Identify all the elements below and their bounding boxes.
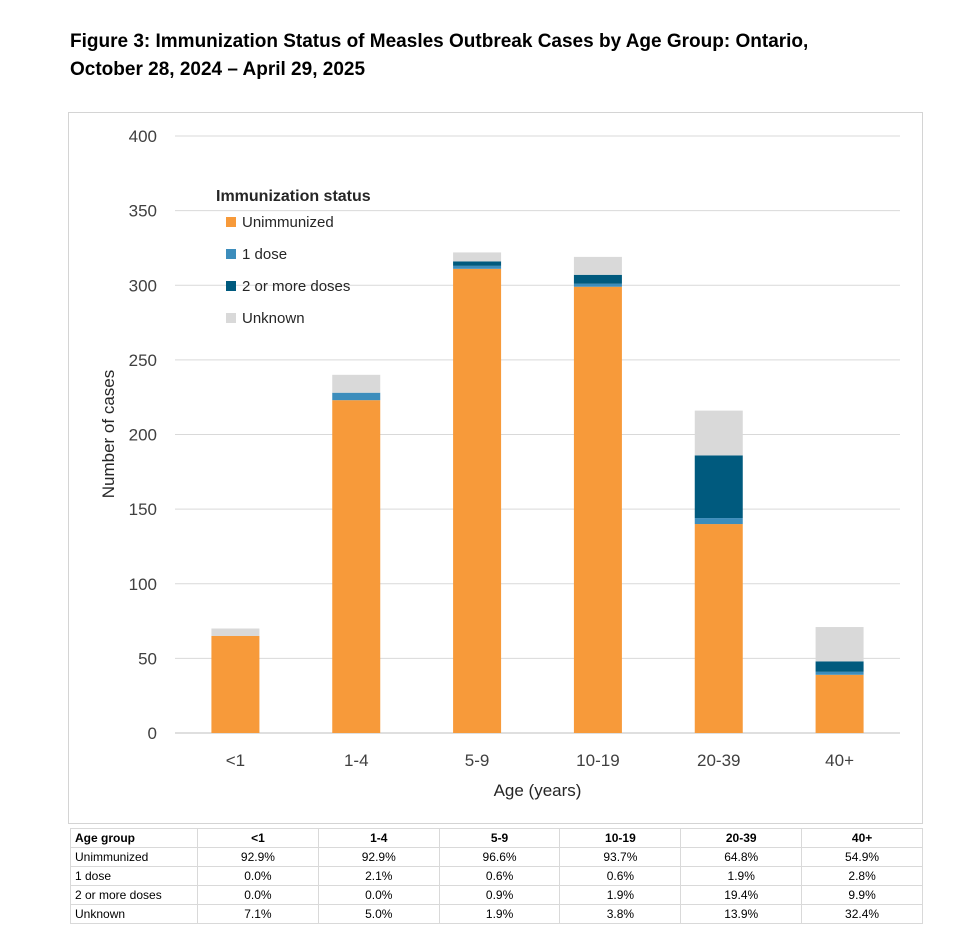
bar-segment <box>815 661 864 672</box>
y-tick-label: 100 <box>129 575 157 594</box>
table-cell: 0.6% <box>438 866 561 886</box>
table-cell: Unimmunized <box>70 847 198 867</box>
bar-segment <box>453 265 502 269</box>
bar-segment <box>694 524 743 733</box>
table-header-cell: 5-9 <box>438 828 561 848</box>
legend-label: Unimmunized <box>242 214 334 231</box>
bar-segment <box>211 635 260 733</box>
bar-segment <box>815 671 864 675</box>
table-cell: 1.9% <box>559 885 682 905</box>
table-header-cell: 10-19 <box>559 828 682 848</box>
table-header-cell: 1-4 <box>317 828 440 848</box>
y-tick-label: 200 <box>129 426 157 445</box>
table-cell: 13.9% <box>680 904 803 924</box>
legend-title: Immunization status <box>216 188 371 205</box>
table-cell: 64.8% <box>680 847 803 867</box>
bar-segment <box>694 410 743 456</box>
table-cell: 0.0% <box>197 866 319 886</box>
bar-segment <box>211 628 260 636</box>
table-cell: 0.6% <box>559 866 682 886</box>
bar-segment <box>332 400 381 733</box>
legend-swatch <box>226 281 236 291</box>
x-tick-label: 10-19 <box>576 751 619 770</box>
x-tick-label: 40+ <box>825 751 854 770</box>
bar-segment <box>573 286 622 733</box>
table-cell: 0.0% <box>197 885 319 905</box>
table-cell: 0.0% <box>317 885 440 905</box>
bar-segment <box>453 268 502 733</box>
table-header-cell: 40+ <box>801 828 923 848</box>
y-tick-label: 400 <box>129 127 157 146</box>
legend-swatch <box>226 217 236 227</box>
table-cell: 3.8% <box>559 904 682 924</box>
table-cell: 92.9% <box>197 847 319 867</box>
table-cell: 0.9% <box>438 885 561 905</box>
bar-segment <box>453 252 502 262</box>
table-cell: 1.9% <box>438 904 561 924</box>
table-row: Unimmunized 92.9% 92.9% 96.6% 93.7% 64.8% 54.9… <box>70 847 923 867</box>
table-header-cell: 20-39 <box>680 828 803 848</box>
table-cell: 19.4% <box>680 885 803 905</box>
table-row: Unknown 7.1% 5.0% 1.9% 3.8% 13.9% 32.4% <box>70 904 923 924</box>
y-tick-label: 350 <box>129 202 157 221</box>
x-tick-label: 5-9 <box>465 751 490 770</box>
table-cell: 5.0% <box>317 904 440 924</box>
figure-title-line-1: Figure 3: Immunization Status of Measles… <box>70 31 809 52</box>
x-axis-title: Age (years) <box>494 781 582 800</box>
table-header-row: Age group <1 1-4 5-9 10-19 20-39 40+ <box>70 828 923 848</box>
x-tick-label: 20-39 <box>697 751 740 770</box>
bar-segment <box>815 674 864 733</box>
table-header-cell: Age group <box>70 828 198 848</box>
table-cell: Unknown <box>70 904 198 924</box>
y-axis-title: Number of cases <box>99 370 118 499</box>
stacked-bar-chart: 0 50 100 150 200 250 300 350 400 <1 1-4 5-9 10-19 20-… <box>99 127 900 800</box>
table-cell: 2.8% <box>801 866 923 886</box>
table-cell: 9.9% <box>801 885 923 905</box>
y-tick-label: 300 <box>129 276 157 295</box>
legend-label: Unknown <box>242 310 305 327</box>
legend-swatch <box>226 313 236 323</box>
percentage-table: Age group <1 1-4 5-9 10-19 20-39 40+ Unimmuniz… <box>70 828 923 924</box>
x-tick-label: 1-4 <box>344 751 369 770</box>
figure-title-line-2: October 28, 2024 – April 29, 2025 <box>70 59 366 80</box>
figure-title: Figure 3: Immunization Status of Measles… <box>70 28 930 84</box>
table-cell: 32.4% <box>801 904 923 924</box>
table-cell: 1.9% <box>680 866 803 886</box>
y-tick-label: 150 <box>129 500 157 519</box>
chart-frame <box>68 112 923 824</box>
table-cell: 96.6% <box>438 847 561 867</box>
legend-label: 1 dose <box>242 246 287 263</box>
legend-swatch <box>226 249 236 259</box>
bar-segment <box>573 283 622 287</box>
table-cell: 2 or more doses <box>70 885 198 905</box>
table-cell: 1 dose <box>70 866 198 886</box>
table-cell: 54.9% <box>801 847 923 867</box>
table-row: 1 dose 0.0% 2.1% 0.6% 0.6% 1.9% 2.8% <box>70 866 923 886</box>
bar-segment <box>573 256 622 275</box>
table-cell: 7.1% <box>197 904 319 924</box>
legend-label: 2 or more doses <box>242 278 350 295</box>
y-tick-label: 50 <box>138 649 157 668</box>
y-tick-label: 0 <box>148 724 157 743</box>
bar-segment <box>694 455 743 519</box>
bar-segment <box>453 261 502 266</box>
bar-segment <box>332 374 381 393</box>
y-tick-label: 250 <box>129 351 157 370</box>
table-header-cell: <1 <box>197 828 319 848</box>
x-tick-label: <1 <box>226 751 245 770</box>
bar-segment <box>573 274 622 284</box>
bar-segment <box>815 627 864 662</box>
table-row: 2 or more doses 0.0% 0.0% 0.9% 1.9% 19.4% 9.9% <box>70 885 923 905</box>
table-cell: 93.7% <box>559 847 682 867</box>
bar-segment <box>332 392 381 401</box>
bar-segment <box>694 518 743 525</box>
table-cell: 92.9% <box>317 847 440 867</box>
table-cell: 2.1% <box>317 866 440 886</box>
